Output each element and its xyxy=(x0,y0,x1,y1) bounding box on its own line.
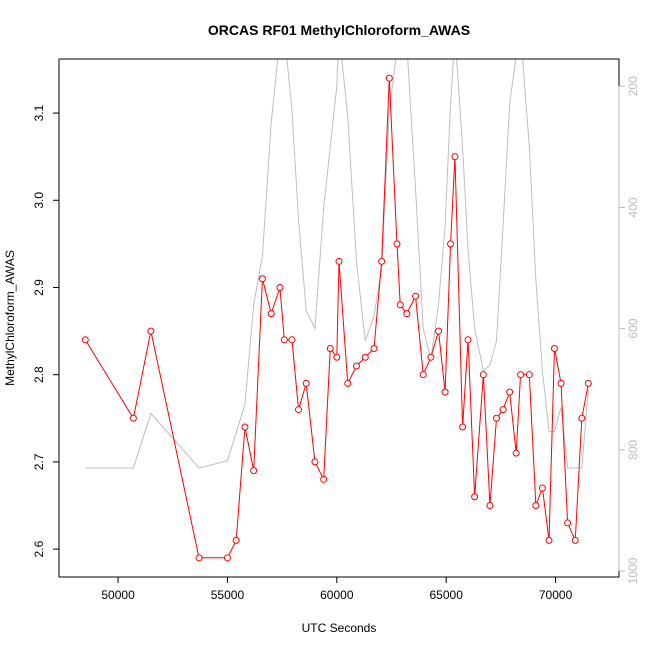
y-axis: 2.6 2.7 2.8 2.9 3.0 3.1 xyxy=(32,104,60,557)
data-point xyxy=(333,353,341,361)
data-point xyxy=(479,371,487,379)
data-point xyxy=(532,501,540,509)
data-point xyxy=(250,467,258,475)
data-point xyxy=(276,283,284,291)
plot-frame xyxy=(58,58,620,578)
y2-tick-label: 800 xyxy=(626,439,640,459)
y2-tick-label: 200 xyxy=(626,76,640,96)
data-point xyxy=(326,345,334,353)
data-point xyxy=(451,153,459,161)
data-point xyxy=(370,345,378,353)
data-point xyxy=(564,519,572,527)
x-tick-label: 60000 xyxy=(320,588,354,602)
data-point xyxy=(538,484,546,492)
data-point xyxy=(311,458,319,466)
data-point xyxy=(353,362,360,370)
data-point xyxy=(344,379,352,387)
series-layer xyxy=(81,59,592,562)
y-tick-label: 2.7 xyxy=(32,453,46,470)
data-point xyxy=(499,406,507,414)
data-point xyxy=(223,554,231,562)
data-point xyxy=(280,336,288,344)
y-tick-label: 2.6 xyxy=(32,540,46,557)
data-point xyxy=(335,257,343,265)
data-point xyxy=(81,336,89,344)
data-point xyxy=(396,301,404,309)
x-axis: 50000 55000 60000 65000 70000 xyxy=(101,576,573,602)
y-tick-label: 3.0 xyxy=(32,192,46,209)
data-point xyxy=(403,310,411,318)
altitude-series xyxy=(85,59,589,469)
data-point xyxy=(258,275,266,283)
data-point xyxy=(447,240,455,248)
data-point xyxy=(493,414,500,422)
data-point xyxy=(302,379,310,387)
data-point xyxy=(578,414,586,422)
data-point xyxy=(441,388,449,396)
methylchloroform-series xyxy=(81,74,592,562)
data-point xyxy=(232,536,240,544)
y2-tick-label: 1000 xyxy=(626,557,640,584)
data-point xyxy=(267,310,275,318)
data-point xyxy=(550,345,558,353)
data-point xyxy=(393,240,401,248)
chart-title: ORCAS RF01 MethylChloroform_AWAS xyxy=(208,22,470,38)
data-point xyxy=(459,423,467,431)
y2-tick-label: 400 xyxy=(626,197,640,217)
data-point xyxy=(378,257,386,265)
data-point xyxy=(419,371,427,379)
series-line xyxy=(85,59,589,469)
y2-tick-label: 600 xyxy=(626,318,640,338)
data-point xyxy=(506,388,514,396)
data-point xyxy=(525,371,533,379)
data-point xyxy=(412,292,420,300)
data-point xyxy=(195,554,203,562)
x-tick-label: 65000 xyxy=(430,588,464,602)
x-tick-label: 70000 xyxy=(539,588,573,602)
data-point xyxy=(361,353,369,361)
data-point xyxy=(288,336,296,344)
data-point xyxy=(129,414,137,422)
y2-axis: 200 400 600 800 1000 xyxy=(618,76,640,584)
y-axis-label: MethylChloroform_AWAS xyxy=(3,250,17,386)
data-point xyxy=(385,74,393,82)
data-point xyxy=(147,327,155,335)
data-point xyxy=(571,536,579,544)
data-point xyxy=(471,493,479,501)
y-tick-label: 3.1 xyxy=(32,104,46,121)
x-axis-label: UTC Seconds xyxy=(302,621,377,635)
data-point xyxy=(295,406,303,414)
x-tick-label: 55000 xyxy=(211,588,245,602)
data-point xyxy=(557,379,565,387)
data-point xyxy=(241,423,249,431)
y-tick-label: 2.8 xyxy=(32,366,46,383)
x-tick-label: 50000 xyxy=(101,588,135,602)
data-point xyxy=(486,501,494,509)
plot-area xyxy=(81,59,592,562)
series-line xyxy=(84,78,589,559)
data-point xyxy=(584,379,592,387)
data-point xyxy=(427,353,435,361)
data-point xyxy=(545,536,553,544)
data-point xyxy=(512,449,520,457)
data-point xyxy=(464,336,472,344)
data-point xyxy=(435,327,443,335)
data-point xyxy=(517,371,525,379)
y-tick-label: 2.9 xyxy=(32,279,46,296)
data-point xyxy=(320,475,328,483)
